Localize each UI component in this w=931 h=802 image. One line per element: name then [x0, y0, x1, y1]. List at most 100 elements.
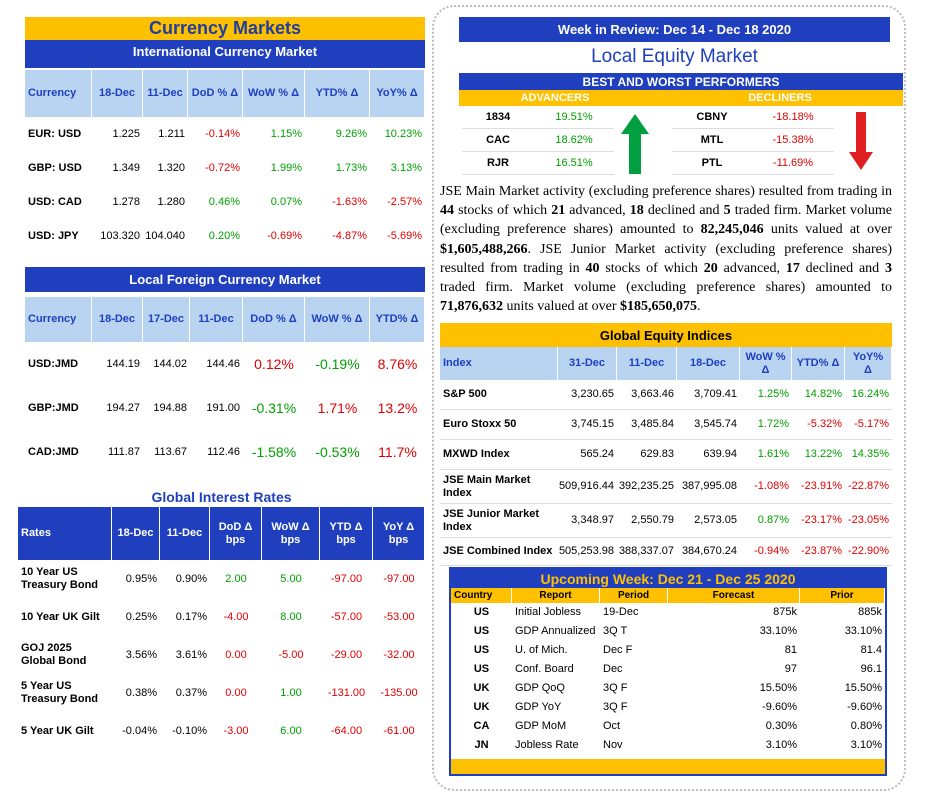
highlight-figure: 44 [440, 203, 454, 219]
header-cell: Currency [25, 70, 92, 117]
header-cell: Period [600, 588, 668, 603]
highlight-figure: 20 [703, 260, 718, 276]
header-cell: Prior [800, 588, 885, 603]
performer-name: PTL [672, 153, 752, 175]
cell: 1.00 [280, 686, 302, 699]
highlight-figure: 3 [885, 260, 893, 276]
cell: -23.17% [792, 504, 845, 538]
cell: -131.00 [327, 686, 366, 699]
cell: -0.10% [172, 724, 207, 737]
highlight-figure: $185,650,075 [620, 299, 698, 315]
header-cell: YoY% Δ [370, 70, 425, 117]
row-label: 5 Year UK Gilt [21, 724, 94, 737]
header-cell: WoW % Δ [243, 70, 305, 117]
performers-bar: BEST AND WORST PERFORMERS [459, 73, 903, 90]
cell: 384,670.24 [677, 538, 740, 566]
cell: 8.00 [280, 610, 302, 623]
cell: -1.63% [332, 195, 367, 208]
cell: 1.61% [740, 440, 792, 470]
cell: 2.00 [225, 572, 247, 585]
cell: -5.00 [278, 648, 304, 661]
header-cell: WoW % Δ [740, 347, 792, 380]
row-label: GBP: USD [28, 161, 82, 174]
performer-name: RJR [462, 153, 534, 175]
header-cell: DoD % Δ [188, 70, 243, 117]
row-label: CA [473, 720, 490, 733]
cell: 3,545.74 [677, 410, 740, 440]
header-cell: Currency [25, 297, 92, 342]
header-cell: 11-Dec [160, 507, 210, 560]
cell: -0.69% [267, 229, 302, 242]
cell: -97.00 [383, 572, 415, 585]
cell: 6.00 [280, 724, 302, 737]
cell: -0.14% [205, 127, 240, 140]
row-label: US [473, 625, 490, 638]
cell: 509,916.44 [558, 470, 617, 504]
cell: 191.00 [206, 401, 240, 414]
cell: GDP Annualized [515, 625, 596, 638]
row-label: USD:JMD [28, 357, 79, 370]
upcoming-title: Upcoming Week: Dec 21 - Dec 25 2020 [451, 569, 885, 588]
cell: 3.10% [765, 739, 797, 752]
cell: 11.7% [378, 443, 417, 460]
performer-change: -15.38% [752, 130, 834, 152]
cell: 0.07% [270, 195, 302, 208]
cell: 1.278 [112, 195, 140, 208]
cell: 629.83 [617, 440, 677, 470]
header-cell: WoW Δ bps [262, 507, 320, 560]
cell: 3.61% [175, 648, 207, 661]
cell: 3.10% [850, 739, 882, 752]
header-cell: YTD% Δ [792, 347, 845, 380]
cell: 3Q F [603, 682, 628, 695]
cell: -4.00 [223, 610, 249, 623]
performer-name: CBNY [672, 107, 752, 129]
currency-title: Currency Markets [25, 17, 425, 40]
highlight-figure: 82,245,046 [700, 222, 764, 238]
cell: GDP MoM [515, 720, 567, 733]
cell: -64.00 [330, 724, 363, 737]
cell: 3Q T [603, 625, 628, 638]
cell: 1.280 [157, 195, 185, 208]
cell: 0.46% [208, 195, 240, 208]
cell: -4.87% [332, 229, 367, 242]
cell: 505,253.98 [558, 538, 617, 566]
summary-text: traded firm. Market volume (excluding pr… [440, 203, 892, 238]
row-label: US [473, 606, 490, 619]
highlight-figure: 21 [551, 203, 566, 219]
cell: -5.32% [792, 410, 845, 440]
cell: 1.211 [158, 127, 185, 140]
cell: 0.95% [125, 572, 157, 585]
cell: 0.90% [175, 572, 207, 585]
cell: 33.10% [844, 625, 882, 638]
header-cell: DoD Δ bps [210, 507, 262, 560]
row-label: USD: CAD [28, 195, 82, 208]
cell: 1.349 [112, 161, 140, 174]
cell: 14.35% [845, 440, 892, 470]
decliners-label: DECLINERS [748, 92, 812, 104]
performer-change: 19.51% [534, 107, 614, 129]
cell: -9.60% [762, 701, 797, 714]
row-label: GBP:JMD [28, 401, 79, 414]
cell: 0.80% [850, 720, 882, 733]
header-cell: Rates [18, 507, 112, 560]
cell: 111.87 [107, 445, 140, 458]
cell: 3,709.41 [677, 380, 740, 410]
cell: 10.23% [384, 127, 422, 140]
performer-name: CAC [462, 130, 534, 152]
row-label: EUR: USD [28, 127, 82, 140]
cell: -97.00 [330, 572, 363, 585]
highlight-figure: 17 [785, 260, 800, 276]
summary-text: advanced, [717, 260, 786, 276]
indices-title: Global Equity Indices [440, 323, 892, 347]
header-cell: 18-Dec [92, 297, 143, 342]
summary-text: units valued at over [503, 299, 621, 315]
cell: -32.00 [383, 648, 415, 661]
cell: 0.00 [225, 648, 247, 661]
up-arrow [621, 114, 649, 174]
cell: 5.00 [280, 572, 302, 585]
cell: Dec F [603, 644, 633, 657]
row-label: MXWD Index [440, 440, 558, 470]
cell: 388,337.07 [617, 538, 677, 566]
header-cell: YoY% Δ [845, 347, 892, 380]
